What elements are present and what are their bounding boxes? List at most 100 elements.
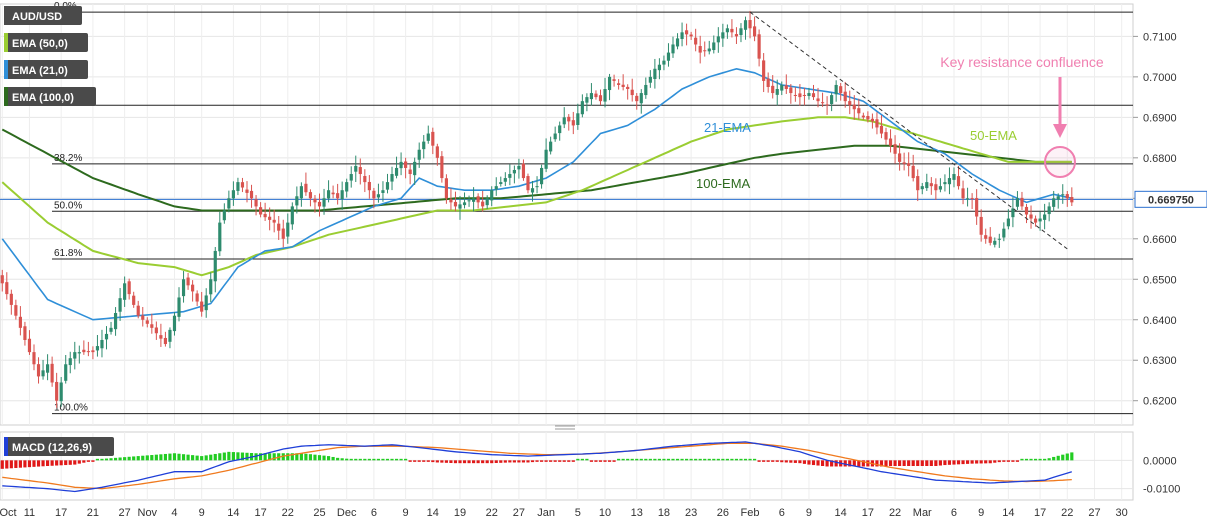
macd-histogram-bar: [32, 460, 36, 467]
price-tag: [1134, 190, 1207, 208]
macd-histogram-bar: [417, 460, 421, 462]
candle-body: [617, 83, 621, 85]
macd-histogram-bar: [326, 456, 331, 461]
candle-body: [1006, 218, 1010, 227]
macd-histogram-bar: [95, 458, 100, 461]
candle-body: [530, 188, 535, 193]
candle-body: [1002, 228, 1006, 238]
macd-histogram-bar: [376, 458, 381, 461]
macd-histogram-bar: [752, 458, 757, 461]
candle-body: [539, 167, 544, 185]
candle-body: [748, 20, 752, 29]
candle-body: [1052, 198, 1056, 207]
y-tick-label: 0.6200: [1143, 396, 1177, 408]
macd-histogram-bar: [281, 453, 285, 461]
legend-box: [4, 60, 88, 79]
candle-body: [254, 199, 258, 207]
macd-histogram-bar: [195, 455, 199, 461]
candle-body: [798, 93, 802, 98]
macd-histogram-bar: [1038, 458, 1042, 461]
candle-body: [911, 165, 915, 179]
macd-histogram-bar: [730, 458, 734, 461]
candle-body: [553, 133, 557, 140]
macd-histogram-bar: [698, 458, 702, 461]
macd-histogram-bar: [884, 460, 888, 467]
candle-body: [0, 275, 4, 284]
ema21-label: 21-EMA: [704, 120, 751, 135]
candle-body: [793, 94, 797, 96]
candle-body: [888, 138, 893, 146]
candle-body: [916, 176, 920, 191]
candle-body: [141, 315, 145, 320]
candle-body: [104, 333, 109, 340]
candle-body: [95, 346, 100, 351]
candle-body: [689, 34, 693, 37]
macd-histogram-bar: [703, 458, 707, 461]
x-tick-label: 26: [717, 507, 729, 519]
candle-body: [884, 132, 888, 140]
macd-histogram-bar: [36, 460, 41, 467]
macd-histogram-bar: [689, 458, 693, 461]
macd-histogram-bar: [743, 458, 748, 461]
x-tick-label: 17: [55, 507, 67, 519]
candle-body: [848, 101, 852, 106]
candle-body: [9, 293, 13, 305]
candle-body: [159, 335, 163, 339]
macd-histogram-bar: [209, 454, 213, 461]
macd-histogram-bar: [830, 460, 834, 467]
macd-histogram-bar: [1011, 460, 1015, 462]
candle-body: [648, 76, 652, 83]
candle-body: [970, 198, 974, 200]
candle-body: [399, 161, 403, 169]
macd-histogram-bar: [444, 460, 448, 463]
macd-histogram-bar: [123, 457, 127, 461]
macd-histogram-bar: [526, 460, 530, 463]
candle-body: [925, 182, 929, 189]
candle-body: [340, 190, 344, 200]
macd-histogram-bar: [127, 456, 131, 461]
candle-body: [41, 370, 45, 377]
macd-histogram-bar: [295, 453, 299, 461]
candle-body: [807, 93, 811, 96]
candle-body: [494, 186, 498, 190]
legend-label: EMA (50,0): [12, 38, 68, 50]
macd-histogram-bar: [290, 453, 294, 461]
macd-histogram-bar: [1065, 453, 1069, 461]
macd-histogram-bar: [172, 453, 177, 461]
candle-body: [440, 156, 444, 179]
macd-histogram-bar: [793, 460, 797, 463]
candle-body: [947, 178, 952, 185]
candle-body: [73, 352, 77, 359]
y-tick-label: 0.6900: [1143, 112, 1177, 124]
macd-histogram-bar: [45, 460, 50, 466]
candlesticks: [0, 11, 1074, 408]
macd-histogram-bar: [988, 460, 992, 464]
macd-histogram-bar: [558, 460, 562, 462]
macd-histogram-bar: [1033, 458, 1038, 461]
candle-body: [961, 188, 965, 199]
macd-histogram-bar: [589, 460, 594, 462]
macd-histogram-bar: [177, 453, 181, 461]
macd-histogram-bar: [77, 460, 81, 464]
candle-body: [154, 327, 158, 334]
x-tick-label: 25: [313, 507, 325, 519]
macd-histogram-bar: [811, 460, 816, 466]
macd-histogram-bar: [0, 460, 4, 469]
candle-body: [453, 201, 458, 207]
candle-body: [68, 358, 72, 366]
macd-histogram-bar: [27, 460, 32, 468]
candle-body: [272, 219, 276, 223]
candle-body: [503, 178, 507, 182]
macd-histogram-bar: [413, 460, 417, 462]
macd-histogram-bar: [104, 458, 109, 461]
candle-body: [635, 95, 639, 102]
macd-histogram-bar: [349, 458, 353, 461]
macd-histogram-bar: [141, 455, 145, 461]
macd-histogram-bar: [227, 451, 231, 461]
x-tick-label: 9: [978, 507, 984, 519]
candle-body: [934, 184, 938, 191]
macd-histogram-bar: [86, 460, 90, 462]
candle-body: [612, 79, 616, 81]
candle-body: [576, 113, 580, 125]
macd-histogram-bar: [630, 458, 634, 461]
